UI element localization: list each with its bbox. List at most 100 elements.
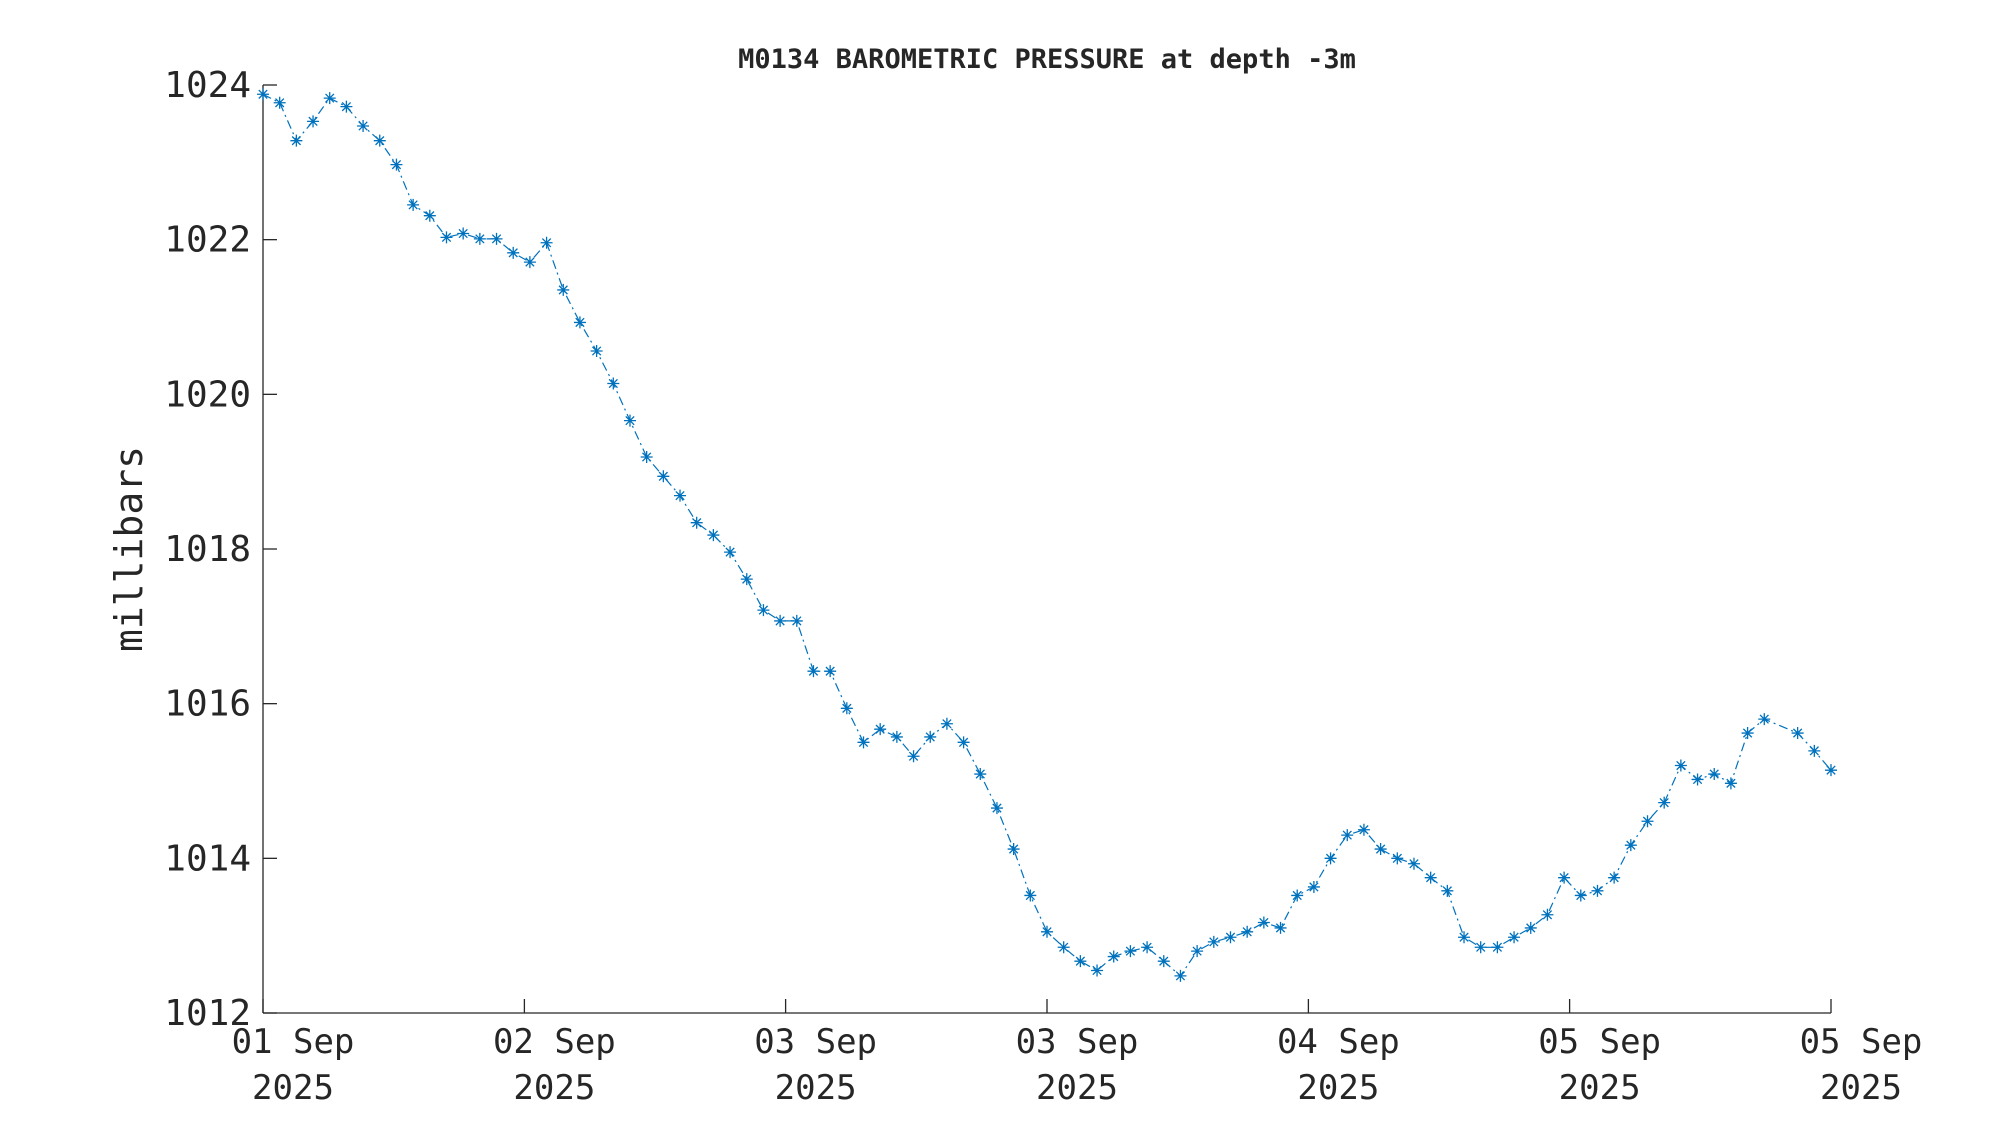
- data-point: [323, 92, 336, 105]
- data-point: [273, 96, 286, 109]
- y-tick-label: 1018: [164, 529, 251, 570]
- data-point: [1324, 852, 1337, 865]
- data-point: [1124, 945, 1137, 958]
- y-tick-label: 1024: [164, 65, 251, 106]
- data-point: [407, 198, 420, 211]
- y-tick-label: 1022: [164, 220, 251, 261]
- data-point: [807, 665, 820, 678]
- data-point: [490, 232, 503, 245]
- data-point: [1241, 925, 1254, 938]
- data-point: [1441, 884, 1454, 897]
- data-point: [857, 736, 870, 749]
- data-point: [457, 227, 470, 240]
- data-point: [440, 231, 453, 244]
- chart-title: M0134 BAROMETRIC PRESSURE at depth -3m: [738, 44, 1356, 75]
- data-point: [1658, 796, 1671, 809]
- data-point: [390, 158, 403, 171]
- y-tick-label: 1012: [164, 993, 251, 1034]
- data-point: [1107, 950, 1120, 963]
- data-point: [1458, 931, 1471, 944]
- data-point: [824, 665, 837, 678]
- data-point: [1174, 969, 1187, 982]
- data-point: [1691, 773, 1704, 786]
- x-tick-label: 05 Sep 2025: [1799, 1022, 1923, 1108]
- data-point: [1307, 880, 1320, 893]
- data-point: [1057, 941, 1070, 954]
- data-point: [1808, 744, 1821, 757]
- data-point: [290, 134, 303, 147]
- data-point: [757, 604, 770, 617]
- data-point: [1524, 921, 1537, 934]
- data-point: [1391, 852, 1404, 865]
- data-point: [724, 546, 737, 559]
- data-point: [523, 256, 536, 269]
- y-axis-label: millibars: [107, 446, 151, 652]
- data-point: [1541, 908, 1554, 921]
- data-point: [1508, 931, 1521, 944]
- data-point: [1157, 955, 1170, 968]
- data-point: [1274, 921, 1287, 934]
- data-point: [507, 246, 520, 259]
- data-point: [690, 516, 703, 529]
- data-point: [473, 232, 486, 245]
- data-point: [1741, 727, 1754, 740]
- data-point: [257, 88, 269, 101]
- data-point: [874, 723, 887, 736]
- data-point: [540, 236, 553, 249]
- data-point: [1224, 931, 1237, 944]
- data-point: [1007, 843, 1020, 856]
- data-point: [1141, 941, 1154, 954]
- data-point: [707, 529, 720, 542]
- data-point: [957, 736, 970, 749]
- x-tick-label: 03 Sep 2025: [1015, 1022, 1139, 1108]
- data-point: [790, 614, 803, 627]
- data-point: [1558, 871, 1571, 884]
- data-point: [1257, 916, 1270, 929]
- data-point: [307, 115, 320, 128]
- data-point: [1474, 941, 1487, 954]
- data-point: [1374, 843, 1387, 856]
- data-point: [990, 802, 1003, 815]
- data-point: [657, 470, 670, 483]
- x-tick-label: 02 Sep 2025: [492, 1022, 616, 1108]
- data-point: [907, 750, 920, 763]
- data-point: [890, 730, 903, 743]
- data-point: [1608, 871, 1621, 884]
- data-point: [1724, 777, 1737, 790]
- data-point: [974, 768, 987, 781]
- data-point: [1758, 713, 1771, 726]
- data-point: [1407, 857, 1420, 870]
- data-point: [607, 377, 620, 390]
- data-point: [674, 489, 687, 502]
- data-point: [373, 134, 386, 147]
- data-point: [1207, 935, 1220, 948]
- data-point: [740, 573, 753, 586]
- data-point: [1341, 829, 1354, 842]
- data-point: [1357, 823, 1370, 836]
- data-point: [557, 283, 570, 296]
- data-point: [1291, 889, 1304, 902]
- data-point: [1791, 727, 1804, 740]
- data-point: [340, 100, 353, 113]
- data-point: [357, 119, 370, 132]
- x-tick-label: 03 Sep 2025: [754, 1022, 878, 1108]
- x-tick-label: 04 Sep 2025: [1276, 1022, 1400, 1108]
- data-point: [774, 614, 787, 627]
- data-point: [590, 345, 603, 358]
- data-point: [1825, 764, 1837, 777]
- data-point: [640, 450, 653, 463]
- data-point: [1708, 768, 1721, 781]
- data-point: [924, 730, 937, 743]
- data-point: [1591, 884, 1604, 897]
- data-point: [840, 702, 853, 715]
- data-point: [1624, 839, 1637, 852]
- data-point: [1674, 759, 1687, 772]
- y-tick-label: 1020: [164, 374, 251, 415]
- data-point: [1641, 815, 1654, 828]
- data-point: [573, 316, 586, 329]
- data-point: [1191, 945, 1204, 958]
- data-point: [1491, 941, 1504, 954]
- series-line: [262, 93, 1832, 977]
- data-point: [623, 414, 636, 427]
